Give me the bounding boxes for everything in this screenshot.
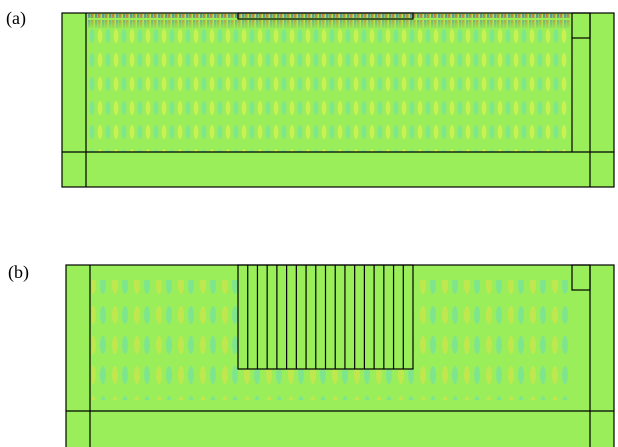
panel-label: (a)	[6, 8, 26, 29]
field-plot	[62, 13, 614, 187]
figure: (a) (b)	[0, 0, 618, 447]
panel-label: (b)	[8, 262, 29, 283]
page: (a) (b) (() => { const data = JSON.parse…	[0, 0, 618, 447]
field-plot	[66, 265, 614, 447]
